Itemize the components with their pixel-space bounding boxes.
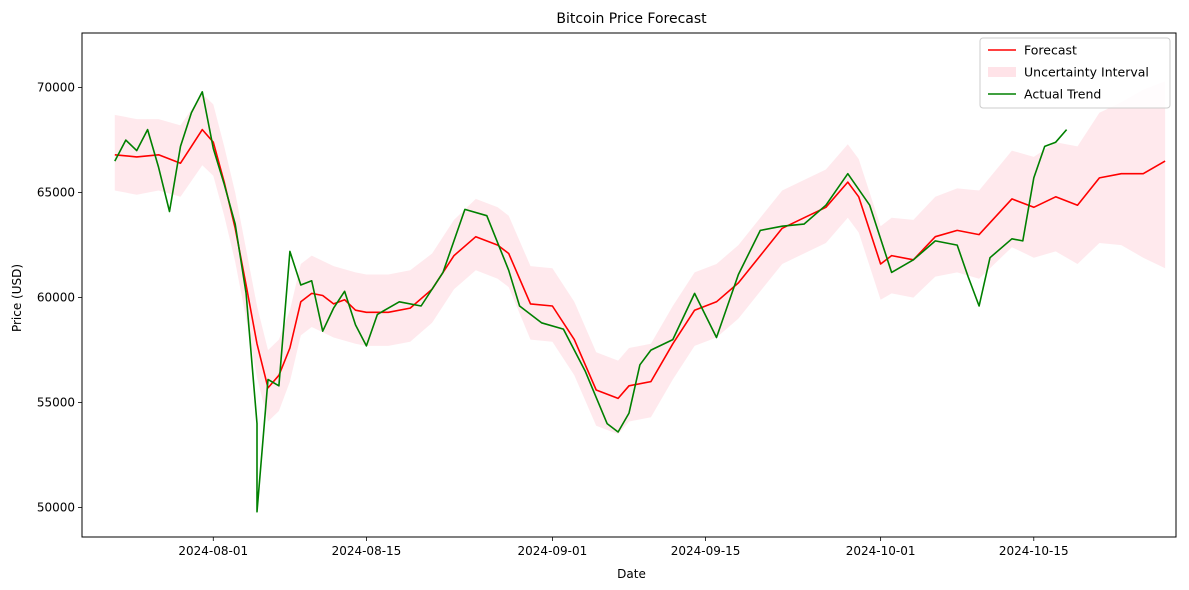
y-axis: 50000 55000 60000 65000 70000 [37, 81, 82, 515]
legend: Forecast Uncertainty Interval Actual Trend [979, 37, 1171, 109]
x-tick-label: 2024-10-15 [999, 544, 1069, 558]
y-tick-label: 65000 [37, 186, 75, 200]
y-tick-label: 60000 [37, 291, 75, 305]
x-tick-label: 2024-09-15 [671, 544, 741, 558]
legend-swatch-patch [988, 67, 1016, 77]
series-line-forecast [114, 128, 1166, 400]
x-tick-label: 2024-09-01 [518, 544, 588, 558]
series-line-actual-trend [114, 91, 1068, 513]
legend-label: Forecast [1024, 43, 1077, 58]
y-tick-label: 55000 [37, 396, 75, 410]
x-tick-label: 2024-08-01 [178, 544, 248, 558]
y-tick-label: 70000 [37, 81, 75, 95]
x-tick-label: 2024-10-01 [846, 544, 916, 558]
y-tick-label: 50000 [37, 501, 75, 515]
chart-title: Bitcoin Price Forecast [556, 11, 707, 27]
x-tick-label: 2024-08-15 [332, 544, 402, 558]
y-axis-title: Price (USD) [10, 264, 24, 332]
plot-area [114, 81, 1166, 513]
x-axis-title: Date [617, 567, 646, 581]
plot-frame [81, 32, 1177, 538]
legend-label: Actual Trend [1024, 87, 1101, 102]
legend-box [979, 37, 1171, 109]
legend-label: Uncertainty Interval [1024, 65, 1149, 80]
x-axis: 2024-08-01 2024-08-15 2024-09-01 2024-09-15… [178, 537, 1069, 558]
